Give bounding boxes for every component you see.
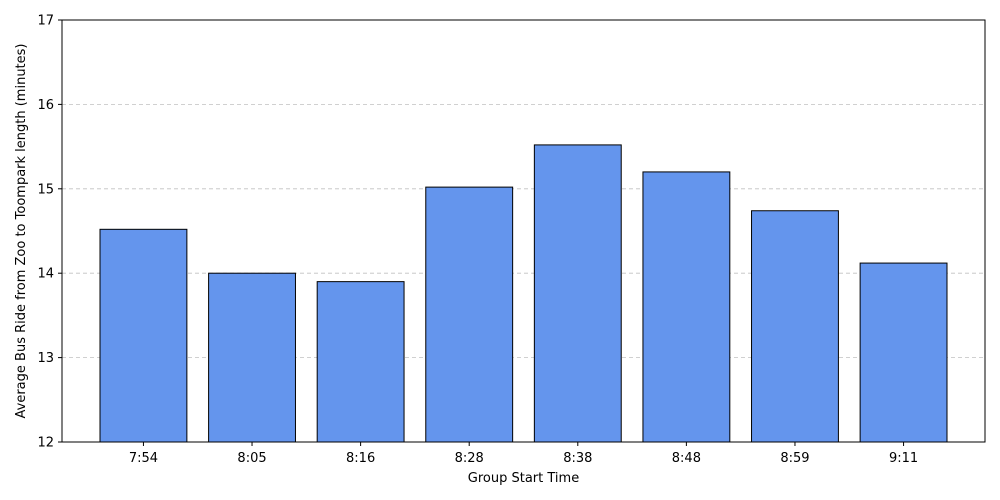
bar-838 xyxy=(533,144,622,443)
x-tick-label: 8:28 xyxy=(455,451,484,466)
y-tick-label: 12 xyxy=(37,436,54,451)
bars xyxy=(99,144,948,443)
x-tick-labels: 7:54 8:05 8:16 8:28 8:38 8:48 8:59 9:11 xyxy=(129,442,918,466)
x-axis-label: Group Start Time xyxy=(468,471,579,486)
y-tick-label: 14 xyxy=(37,267,54,282)
plot-frame xyxy=(61,19,986,443)
bar-911 xyxy=(859,262,948,443)
bar-848 xyxy=(642,171,731,443)
bar-805 xyxy=(208,272,296,443)
x-tick-label: 7:54 xyxy=(129,451,158,466)
y-tick-label: 16 xyxy=(37,98,54,113)
x-tick-label: 8:16 xyxy=(346,451,375,466)
x-tick-label: 8:38 xyxy=(563,451,592,466)
y-tick-label: 15 xyxy=(37,182,54,197)
bar-754 xyxy=(99,228,188,443)
x-tick-label: 8:48 xyxy=(672,451,701,466)
x-tick-label: 8:05 xyxy=(237,451,266,466)
bar-816 xyxy=(316,281,405,443)
bar-859 xyxy=(751,210,839,443)
y-tick-label: 17 xyxy=(37,14,54,29)
y-tick-label: 13 xyxy=(37,351,54,366)
bar-828 xyxy=(425,186,514,443)
x-tick-label: 9:11 xyxy=(889,451,918,466)
x-tick-label: 8:59 xyxy=(780,451,809,466)
y-tick-labels: 12 13 14 15 16 17 xyxy=(37,14,62,451)
grid-lines xyxy=(62,104,985,359)
y-axis-label: Average Bus Ride from Zoo to Toompark le… xyxy=(14,44,29,419)
axes xyxy=(61,19,986,443)
